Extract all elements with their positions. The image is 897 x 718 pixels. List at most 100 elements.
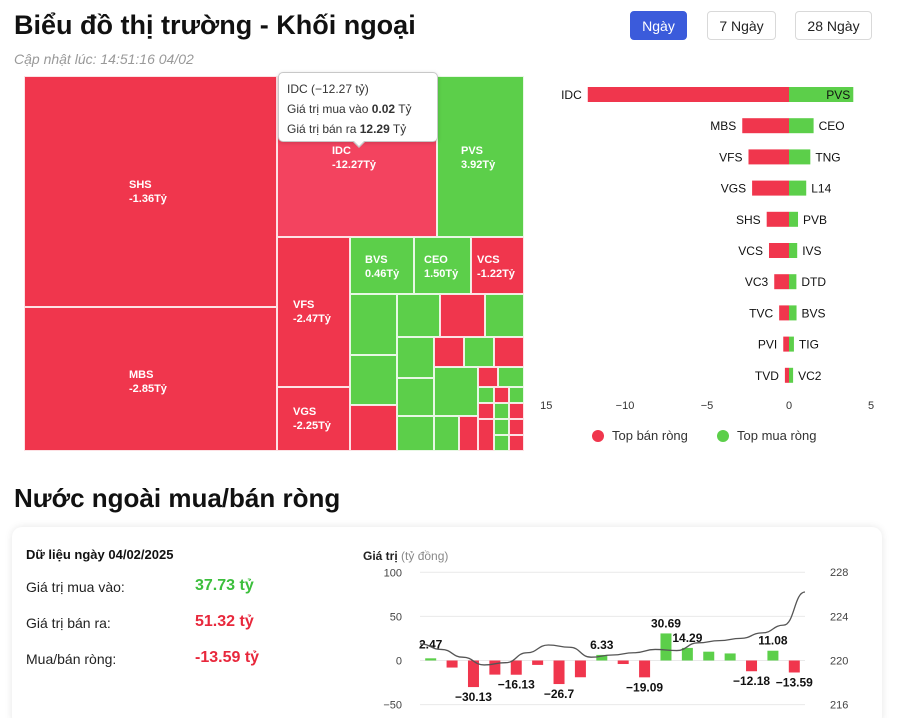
buy-symbol-label: TIG: [799, 338, 819, 352]
buy-bar: [789, 336, 794, 352]
treemap-tile-small[interactable]: [494, 387, 509, 403]
treemap-tile-small[interactable]: [434, 416, 459, 451]
treemap-tile-vfs[interactable]: VFS -2.47Tỷ: [277, 237, 350, 387]
net-bar: [510, 660, 522, 675]
bar-data-label: 30.69: [651, 616, 681, 630]
tile-symbol: MBS: [129, 369, 154, 381]
sell-bar: [587, 87, 789, 102]
treemap-tile-small[interactable]: [350, 355, 397, 405]
treemap-tile-small[interactable]: [397, 378, 434, 416]
tab-28-days[interactable]: 28 Ngày: [795, 11, 872, 40]
treemap-tile-small[interactable]: [498, 367, 524, 387]
treemap-tile-small[interactable]: [397, 416, 434, 451]
buy-symbol-label: VC2: [798, 369, 822, 383]
buy-symbol-label: PVB: [803, 213, 827, 227]
treemap-tile-small[interactable]: [397, 337, 434, 378]
page-title: Biểu đồ thị trường - Khối ngoại: [14, 10, 416, 40]
treemap-tile-small[interactable]: [494, 435, 509, 451]
bar-data-label: −19.09: [626, 680, 663, 694]
tile-symbol: PVS: [461, 145, 484, 157]
combo-chart-subtitle: (tỷ đồng): [401, 549, 449, 563]
treemap-tile-small[interactable]: [434, 337, 464, 367]
treemap-tile-small[interactable]: [478, 367, 498, 387]
sell-bar: [779, 305, 789, 321]
net-bar: [639, 660, 651, 678]
treemap-tile-bvs[interactable]: BVS 0.46Tỷ: [350, 237, 414, 294]
treemap-tile-small[interactable]: [478, 403, 494, 419]
net-bar: [425, 658, 437, 661]
tooltip-arrow-inner: [353, 140, 365, 146]
treemap-tile-small[interactable]: [350, 405, 397, 451]
legend-sell-label: Top bán ròng: [612, 428, 688, 443]
y-tick-label: −50: [383, 700, 402, 712]
y-tick-label: 50: [390, 611, 402, 623]
x-tick-label: −10: [616, 400, 635, 412]
tab-7-days[interactable]: 7 Ngày: [707, 11, 776, 40]
buy-value: 37.73 tỷ: [195, 577, 254, 594]
bar-data-label: 14.29: [672, 631, 702, 645]
legend-sell[interactable]: Top bán ròng: [592, 428, 688, 443]
tab-day[interactable]: Ngày: [630, 11, 687, 40]
treemap-tile-small[interactable]: [440, 294, 485, 337]
buy-bar: [789, 118, 814, 134]
treemap-tile-small[interactable]: [509, 403, 524, 419]
treemap-tile-small[interactable]: [509, 435, 524, 451]
sell-symbol-label: VFS: [719, 150, 742, 164]
net-value-combo-chart: 100 50 0 −50 228 224 220 216 2.47 −30.13 −16.13 −26…: [383, 567, 848, 712]
x-tick-label: −5: [701, 400, 714, 412]
sell-symbol-label: TVD: [755, 369, 779, 383]
legend-buy-dot: [717, 429, 729, 442]
treemap-tile-small[interactable]: [397, 294, 440, 337]
treemap-tile-small[interactable]: [459, 416, 478, 451]
treemap-tile-small[interactable]: [434, 367, 478, 416]
tile-value: -2.25Tỷ: [293, 420, 331, 432]
buy-value-label: Giá trị mua vào:: [26, 579, 125, 595]
tile-symbol: CEO: [424, 254, 448, 266]
buy-bar: [789, 243, 798, 258]
buy-symbol-label: PVS: [826, 88, 850, 102]
treemap-tile-small[interactable]: [509, 387, 524, 403]
treemap-tile-small[interactable]: [464, 337, 494, 367]
sell-bar: [784, 367, 789, 383]
buy-symbol-label: BVS: [802, 306, 826, 320]
treemap-tile-small[interactable]: [509, 419, 524, 435]
bar-data-label: 2.47: [419, 637, 443, 651]
treemap-tooltip: IDC (−12.27 tỷ) Giá trị mua vào 0.02 Tỷ …: [278, 72, 438, 142]
treemap-tile-small[interactable]: [478, 387, 494, 403]
treemap-tile-small[interactable]: [350, 294, 397, 355]
index-line: [419, 591, 806, 666]
treemap: SHS -1.36Tỷ MBS -2.85Tỷ IDC -12.27Tỷ PVS 3.9…: [24, 76, 524, 451]
x-tick-label: 5: [868, 400, 874, 412]
treemap-tile-small[interactable]: [494, 337, 524, 367]
treemap-tile-shs[interactable]: SHS -1.36Tỷ: [24, 76, 277, 307]
tooltip-sell-row: Giá trị bán ra 12.29 Tỷ: [287, 122, 407, 136]
treemap-tile-ceo[interactable]: CEO 1.50Tỷ: [414, 237, 471, 294]
tile-value: -1.22Tỷ: [477, 268, 515, 280]
top-net-bar-chart: IDC MBS VFS VGS SHS VCS VC3 TVC PVI TVD PVS CEO TNG L…: [540, 87, 874, 412]
tile-symbol: BVS: [365, 254, 388, 266]
treemap-tile-mbs[interactable]: MBS -2.85Tỷ: [24, 307, 277, 451]
tile-value: 0.46Tỷ: [365, 268, 400, 280]
buy-symbol-label: TNG: [815, 150, 840, 164]
update-timestamp: Cập nhật lúc: 14:51:16 04/02: [14, 51, 194, 67]
data-date: Dữ liệu ngày 04/02/2025: [26, 547, 174, 562]
bar-data-label: −12.18: [733, 674, 770, 688]
sell-bar: [752, 180, 789, 196]
net-bar: [703, 651, 715, 661]
treemap-tile-small[interactable]: [485, 294, 524, 337]
treemap-tile-small[interactable]: [494, 403, 509, 419]
sell-symbol-label: PVI: [758, 338, 777, 352]
net-bar: [724, 653, 736, 661]
treemap-tile-small[interactable]: [478, 419, 494, 451]
tile-value: 3.92Tỷ: [461, 159, 496, 171]
legend-buy[interactable]: Top mua ròng: [717, 428, 817, 443]
treemap-tile-vcs[interactable]: VCS -1.22Tỷ: [471, 237, 524, 294]
y2-tick-label: 220: [830, 656, 848, 668]
treemap-tile-vgs[interactable]: VGS -2.25Tỷ: [277, 387, 350, 451]
treemap-tile-small[interactable]: [494, 419, 509, 435]
sell-bar: [774, 274, 789, 290]
treemap-tile-pvs[interactable]: PVS 3.92Tỷ: [437, 76, 524, 237]
sell-value: 51.32 tỷ: [195, 613, 254, 630]
tile-value: -2.85Tỷ: [129, 383, 167, 395]
net-bar: [532, 660, 544, 665]
